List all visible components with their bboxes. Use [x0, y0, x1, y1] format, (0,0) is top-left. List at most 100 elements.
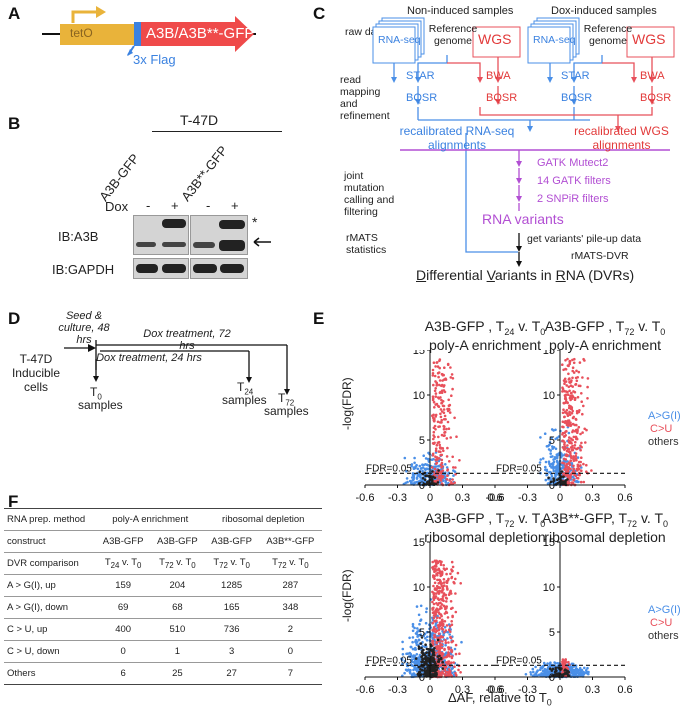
gene-arrow [138, 16, 254, 52]
point-cu [451, 569, 454, 573]
point-cu [436, 396, 440, 399]
plot3-title: A3B-GFP , T72 v. T0 ribosomal depletion [424, 510, 546, 545]
point-ag [403, 456, 407, 460]
point-cu [434, 449, 438, 453]
point-ag [580, 668, 584, 672]
point-cu [450, 560, 454, 564]
point-cu [572, 456, 576, 459]
legend-ag-1: A>G(I) [648, 410, 681, 422]
point-cu [434, 392, 438, 395]
flag-box [134, 22, 141, 46]
point-cu [432, 568, 435, 571]
gene-label: A3B/A3B**-GFP [146, 25, 255, 42]
point-cu [439, 563, 443, 567]
point-cu [581, 412, 584, 416]
point-cu [576, 465, 580, 468]
point-cu [565, 423, 569, 427]
point-cu [438, 636, 441, 640]
filter-gatk14: 14 GATK filters [537, 175, 611, 187]
point-ag [421, 463, 424, 466]
point-cu [450, 649, 453, 653]
point-cu [564, 464, 567, 468]
teto-label: tetO [70, 26, 93, 40]
point-cu [435, 607, 439, 610]
t24-sub: 24 [244, 387, 254, 397]
point-cu [449, 572, 452, 576]
point-cu [567, 440, 571, 444]
point-ag [419, 467, 423, 470]
point-cu [436, 458, 439, 461]
point-cu [432, 593, 436, 596]
fdr-label: FDR=0.05 [496, 655, 542, 666]
point-ag [552, 458, 555, 461]
point-cu [446, 670, 449, 674]
point-other [563, 673, 566, 676]
point-ag [410, 673, 414, 676]
dvr-d-rest: ifferential [426, 267, 487, 283]
point-ag [580, 466, 583, 469]
point-other [436, 666, 439, 669]
point-cu [444, 661, 448, 664]
point-cu [571, 430, 574, 434]
xlabel: ΔAF, relative to T0 [448, 690, 552, 708]
point-other [425, 474, 428, 478]
point-ag [446, 630, 450, 634]
point-ag [401, 653, 405, 656]
point-ag [544, 460, 548, 464]
bqsr-label-1: BQSR [406, 92, 438, 104]
point-other [560, 667, 563, 670]
band [219, 240, 245, 251]
point-cu [442, 404, 446, 408]
point-cu [562, 401, 565, 405]
point-cu [576, 431, 579, 434]
point-ag [544, 478, 548, 482]
point-cu [568, 411, 571, 414]
point-cu [571, 444, 574, 448]
point-ag [444, 480, 447, 484]
point-cu [450, 640, 453, 644]
point-ag [524, 673, 528, 676]
point-cu [440, 584, 443, 588]
plot1-t2: poly-A enrichment [428, 336, 542, 353]
point-cu [449, 436, 452, 439]
point-cu [442, 578, 446, 581]
panel-label-c: C [313, 4, 326, 23]
point-cu [433, 564, 437, 568]
point-cu [437, 598, 441, 602]
point-other [427, 648, 430, 651]
point-ag [426, 463, 430, 467]
point-cu [434, 447, 438, 450]
point-ag [410, 482, 413, 485]
point-cu [573, 473, 576, 476]
point-ag [572, 671, 576, 675]
point-ag [411, 622, 415, 626]
bwa-label-1: BWA [486, 70, 511, 82]
point-ag [411, 664, 415, 668]
point-other [430, 648, 433, 652]
point-ag [529, 671, 532, 674]
x-tick-label: -0.6 [356, 492, 375, 504]
point-cu [577, 467, 580, 471]
point-cu [454, 466, 457, 469]
point-cu [577, 425, 581, 429]
point-ag [413, 461, 416, 465]
point-other [423, 478, 427, 482]
t24-label: T24 [237, 380, 253, 396]
point-other [417, 665, 421, 669]
point-other [547, 476, 550, 480]
point-cu [583, 427, 586, 431]
point-cu [432, 437, 435, 441]
x-tick-label: 0.6 [617, 684, 632, 696]
point-cu [443, 366, 446, 369]
point-cu [579, 480, 583, 484]
point-cu [439, 598, 443, 601]
point-cu [441, 469, 445, 472]
point-cu [447, 646, 451, 649]
point-other [430, 644, 433, 648]
point-cu [431, 560, 434, 564]
point-ag [547, 448, 551, 451]
point-cu [575, 379, 579, 383]
point-cu [455, 673, 458, 677]
point-other [414, 657, 418, 660]
point-ag [406, 669, 409, 672]
